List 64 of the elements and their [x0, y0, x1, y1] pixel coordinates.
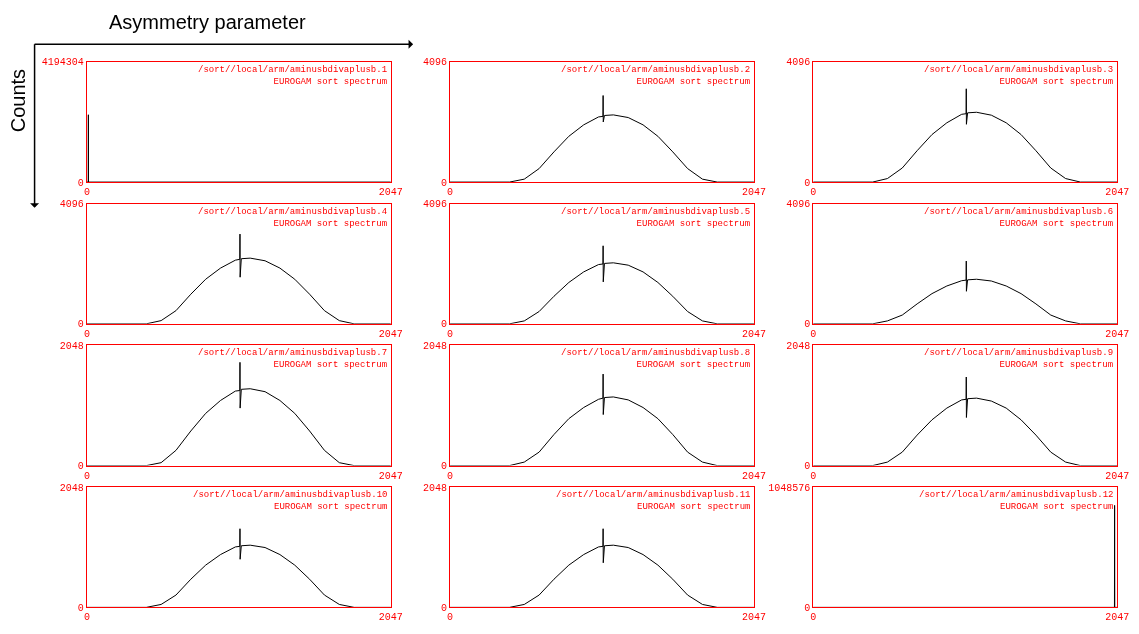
- y-tick-label: 0: [77, 602, 84, 614]
- x-tick-label: 2047: [741, 187, 766, 199]
- text: EUROGAM sort spectrum: [637, 501, 751, 512]
- chart-title: /sort//local/arm/aminusbdivaplusb.7: [198, 348, 388, 358]
- x-tick-label: 2047: [1105, 470, 1130, 482]
- text: EUROGAM sort spectrum: [1000, 501, 1114, 512]
- y-tick-label: 4096: [423, 199, 448, 211]
- y-tick-label: 0: [441, 177, 448, 189]
- y-tick-label: 2048: [423, 482, 448, 494]
- x-tick-label: 2047: [741, 612, 766, 624]
- y-tick-label: 0: [77, 319, 84, 331]
- y-tick-label: 4194304: [41, 57, 84, 69]
- y-tick-label: 2048: [786, 340, 811, 352]
- y-tick-label: 0: [804, 461, 811, 473]
- x-tick-label: 2047: [741, 328, 766, 340]
- y-tick-label: 0: [77, 177, 84, 189]
- text: EUROGAM sort spectrum: [636, 76, 751, 87]
- chart-title: /sort//local/arm/aminusbdivaplusb.12: [919, 490, 1114, 500]
- x-tick-label: 2047: [741, 470, 766, 482]
- x-tick-label: 2047: [378, 470, 403, 482]
- line-series: [813, 88, 1118, 183]
- chart-title: /sort//local/arm/aminusbdivaplusb.6: [924, 207, 1114, 217]
- x-tick-label: 2047: [1105, 187, 1130, 199]
- y-tick-label: 2048: [423, 340, 448, 352]
- y-tick-label: 0: [441, 602, 448, 614]
- x-axis-title: Asymmetry parameter: [109, 11, 307, 33]
- y-axis-title: Counts: [6, 68, 29, 133]
- text: EUROGAM sort spectrum: [273, 218, 388, 229]
- y-tick-label: 0: [804, 177, 811, 189]
- y-tick-label: 4096: [786, 57, 811, 69]
- text: EUROGAM sort spectrum: [999, 76, 1114, 87]
- x-tick-label: 2047: [1105, 328, 1130, 340]
- y-tick-label: 4096: [423, 57, 448, 69]
- text: EUROGAM sort spectrum: [274, 501, 388, 512]
- y-tick-label: 0: [804, 602, 811, 614]
- text: EUROGAM sort spectrum: [636, 218, 751, 229]
- y-tick-label: 1048576: [768, 482, 811, 494]
- y-tick-label: 0: [77, 461, 84, 473]
- y-tick-label: 2048: [59, 482, 84, 494]
- text: EUROGAM sort spectrum: [273, 359, 388, 370]
- y-tick-label: 0: [804, 319, 811, 331]
- x-tick-label: 2047: [378, 328, 403, 340]
- text: EUROGAM sort spectrum: [999, 218, 1114, 229]
- text: EUROGAM sort spectrum: [636, 359, 751, 370]
- chart-title: /sort//local/arm/aminusbdivaplusb.11: [556, 490, 751, 500]
- text: EUROGAM sort spectrum: [273, 76, 388, 87]
- chart-title: /sort//local/arm/aminusbdivaplusb.3: [924, 65, 1114, 75]
- x-tick-label: 2047: [378, 187, 403, 199]
- y-tick-label: 4096: [786, 199, 811, 211]
- y-tick-label: 2048: [59, 340, 84, 352]
- y-tick-label: 0: [441, 319, 448, 331]
- x-tick-label: 2047: [378, 612, 403, 624]
- chart-title: /sort//local/arm/aminusbdivaplusb.1: [198, 65, 388, 75]
- y-tick-label: 4096: [59, 199, 84, 211]
- y-tick-label: 0: [441, 461, 448, 473]
- chart-title: /sort//local/arm/aminusbdivaplusb.10: [193, 490, 388, 500]
- chart-title: /sort//local/arm/aminusbdivaplusb.5: [561, 207, 751, 217]
- chart-title: /sort//local/arm/aminusbdivaplusb.9: [924, 348, 1114, 358]
- chart-title: /sort//local/arm/aminusbdivaplusb.8: [561, 348, 751, 358]
- chart-title: /sort//local/arm/aminusbdivaplusb.4: [198, 207, 388, 217]
- chart-title: /sort//local/arm/aminusbdivaplusb.2: [561, 65, 751, 75]
- line-series: [450, 95, 754, 183]
- text: EUROGAM sort spectrum: [999, 359, 1114, 370]
- x-tick-label: 2047: [1105, 612, 1130, 624]
